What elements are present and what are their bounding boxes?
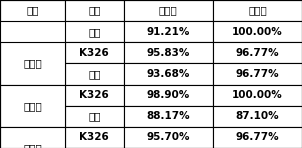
Bar xyxy=(0,85,65,127)
Text: 红大: 红大 xyxy=(88,27,101,37)
Text: 红大: 红大 xyxy=(88,111,101,121)
Text: 91.21%: 91.21% xyxy=(147,27,190,37)
Bar xyxy=(213,42,302,63)
Bar xyxy=(65,106,124,127)
Text: 95.70%: 95.70% xyxy=(146,132,190,142)
Bar xyxy=(213,63,302,85)
Text: 88.17%: 88.17% xyxy=(146,111,190,121)
Text: 中部叶: 中部叶 xyxy=(23,101,42,111)
Bar xyxy=(0,0,65,21)
Bar xyxy=(213,106,302,127)
Bar xyxy=(0,127,65,148)
Text: 部位: 部位 xyxy=(26,6,39,16)
Text: 品种: 品种 xyxy=(88,6,101,16)
Text: 93.68%: 93.68% xyxy=(147,69,190,79)
Bar xyxy=(65,0,124,21)
Bar xyxy=(213,127,302,148)
Bar xyxy=(65,85,124,106)
Bar xyxy=(124,85,213,106)
Bar xyxy=(213,21,302,42)
Bar xyxy=(124,106,213,127)
Text: 红大: 红大 xyxy=(88,69,101,79)
Bar xyxy=(65,21,124,42)
Text: 87.10%: 87.10% xyxy=(236,111,279,121)
Text: K326: K326 xyxy=(79,90,109,100)
Bar xyxy=(124,63,213,85)
Text: 96.77%: 96.77% xyxy=(236,48,279,58)
Text: 100.00%: 100.00% xyxy=(232,90,283,100)
Text: 96.77%: 96.77% xyxy=(236,132,279,142)
Text: K326: K326 xyxy=(79,132,109,142)
Text: 95.83%: 95.83% xyxy=(147,48,190,58)
Bar xyxy=(65,42,124,63)
Text: 98.90%: 98.90% xyxy=(147,90,190,100)
Bar xyxy=(65,127,124,148)
Bar xyxy=(124,21,213,42)
Bar xyxy=(124,127,213,148)
Text: K326: K326 xyxy=(79,48,109,58)
Text: 96.77%: 96.77% xyxy=(236,69,279,79)
Bar xyxy=(0,42,65,85)
Text: 预测集: 预测集 xyxy=(248,6,267,16)
Bar xyxy=(65,63,124,85)
Bar xyxy=(213,85,302,106)
Text: 下部叶: 下部叶 xyxy=(23,58,42,68)
Bar xyxy=(124,42,213,63)
Bar xyxy=(213,0,302,21)
Text: 上部叶: 上部叶 xyxy=(23,143,42,148)
Bar xyxy=(124,0,213,21)
Text: 建模集: 建模集 xyxy=(159,6,178,16)
Text: 100.00%: 100.00% xyxy=(232,27,283,37)
